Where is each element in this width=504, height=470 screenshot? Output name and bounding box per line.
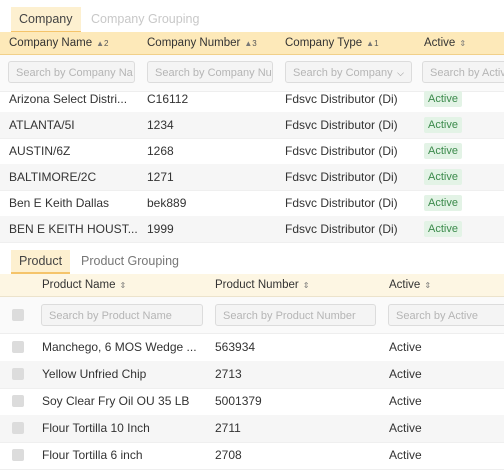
company-type-cell: Fdsvc Distributor (Di) [285, 118, 398, 132]
sort-order-number: 2 [104, 39, 109, 48]
company-number-cell: bek889 [147, 196, 187, 210]
product-table-row[interactable]: Soy Clear Fry Oil OU 35 LB 5001379 Active [0, 388, 504, 416]
col-header-active[interactable]: Active ⇕ [424, 32, 466, 54]
tab-product[interactable]: Product [11, 250, 71, 274]
product-number-cell: 2711 [215, 421, 241, 435]
company-name-cell: ATLANTA/5I [9, 118, 75, 132]
company-table-row[interactable]: ATLANTA/5I 1234 Fdsvc Distributor (Di) Acti… [0, 112, 504, 139]
product-number-search-input[interactable]: Search by Product Number [215, 304, 376, 326]
product-active-cell: Active [389, 421, 422, 435]
company-table-row[interactable]: Ben E Keith Dallas bek889 Fdsvc Distributo… [0, 190, 504, 217]
company-type-cell: Fdsvc Distributor (Di) [285, 196, 398, 210]
company-filter-row: Search by Company Na Search by Company N… [0, 55, 504, 92]
product-table-row[interactable]: Flour Tortilla 10 Inch 2711 Active [0, 415, 504, 443]
company-name-cell: BALTIMORE/2C [9, 170, 97, 184]
tab-product-grouping[interactable]: Product Grouping [81, 254, 179, 268]
company-number-search-input[interactable]: Search by Company Nu [147, 61, 273, 83]
product-name-cell: Soy Clear Fry Oil OU 35 LB [42, 394, 190, 408]
product-number-cell: 563934 [215, 340, 256, 354]
company-name-cell: AUSTIN/6Z [9, 144, 71, 158]
product-active-cell: Active [389, 367, 422, 381]
col-header-label: Company Number [147, 37, 241, 49]
status-badge: Active [424, 143, 462, 159]
col-header-label: Active [389, 279, 421, 291]
product-name-cell: Yellow Unfried Chip [42, 367, 147, 381]
product-number-cell: 2713 [215, 367, 242, 381]
sort-asc-icon: ▲ [96, 39, 105, 48]
sort-order-number: 3 [252, 39, 257, 48]
company-table-row[interactable]: BEN E KEITH HOUST... 1999 Fdsvc Distributo… [0, 216, 504, 243]
company-name-search-input[interactable]: Search by Company Na [8, 61, 135, 83]
col-header-label: Product Name [42, 279, 116, 291]
product-table-header: Product Name ⇕ Product Number ⇕ Active ⇕ [0, 274, 504, 297]
col-header-label: Company Type [285, 37, 363, 49]
product-filter-row: Search by Product Name Search by Product… [0, 297, 504, 334]
col-header-label: Product Number [215, 279, 299, 291]
product-name-cell: Flour Tortilla 10 Inch [42, 421, 150, 435]
company-name-cell: BEN E KEITH HOUST... [9, 222, 138, 236]
tab-company[interactable]: Company [11, 7, 81, 33]
product-table-row[interactable]: Manchego, 6 MOS Wedge ... 563934 Active [0, 334, 504, 362]
company-type-cell: Fdsvc Distributor (Di) [285, 222, 398, 236]
row-checkbox[interactable] [12, 422, 24, 434]
chevron-down-icon: ⌵ [397, 68, 404, 78]
select-placeholder: Search by Company [293, 67, 393, 79]
company-type-cell: Fdsvc Distributor (Di) [285, 170, 398, 184]
company-type-select[interactable]: Search by Company ⌵ [285, 61, 412, 83]
company-number-cell: 1999 [147, 222, 174, 236]
product-table-row[interactable]: Flour Tortilla 6 inch 2708 Active [0, 442, 504, 470]
product-tabbar: Product Product Grouping [0, 250, 504, 275]
product-name-cell: Flour Tortilla 6 inch [42, 448, 143, 462]
product-active-cell: Active [389, 394, 422, 408]
company-number-cell: 1234 [147, 118, 174, 132]
company-number-cell: C16112 [147, 92, 189, 106]
company-table-row[interactable]: AUSTIN/6Z 1268 Fdsvc Distributor (Di) Activ… [0, 138, 504, 165]
status-badge: Active [424, 117, 462, 133]
company-name-cell: Arizona Select Distri... [9, 92, 128, 106]
product-active-search-input[interactable]: Search by Active [388, 304, 504, 326]
company-table-row[interactable]: BALTIMORE/2C 1271 Fdsvc Distributor (Di) Ac… [0, 164, 504, 191]
status-badge: Active [424, 169, 462, 185]
product-name-cell: Manchego, 6 MOS Wedge ... [42, 340, 197, 354]
sort-both-icon: ⇕ [302, 281, 310, 290]
company-table-row[interactable]: Arizona Select Distri... C16112 Fdsvc Dist… [0, 86, 504, 113]
product-name-search-input[interactable]: Search by Product Name [41, 304, 203, 326]
active-search-input[interactable]: Search by Activ [422, 61, 504, 83]
col-header-product-name[interactable]: Product Name ⇕ [42, 274, 126, 296]
col-header-product-number[interactable]: Product Number ⇕ [215, 274, 309, 296]
row-checkbox[interactable] [12, 368, 24, 380]
company-number-cell: 1271 [147, 170, 174, 184]
tab-company-grouping[interactable]: Company Grouping [91, 12, 200, 26]
company-number-cell: 1268 [147, 144, 174, 158]
col-header-company-name[interactable]: Company Name ▲2 [9, 32, 108, 54]
status-badge: Active [424, 91, 462, 107]
company-type-cell: Fdsvc Distributor (Di) [285, 144, 398, 158]
sort-asc-icon: ▲ [366, 39, 375, 48]
product-number-cell: 2708 [215, 448, 242, 462]
col-header-company-type[interactable]: Company Type ▲1 [285, 32, 379, 54]
status-badge: Active [424, 195, 462, 211]
row-checkbox[interactable] [12, 341, 24, 353]
row-checkbox[interactable] [12, 395, 24, 407]
product-active-cell: Active [389, 448, 422, 462]
select-all-checkbox[interactable] [12, 309, 24, 321]
sort-asc-icon: ▲ [244, 39, 253, 48]
company-name-cell: Ben E Keith Dallas [9, 196, 110, 210]
company-table-header: Company Name ▲2 Company Number ▲3 Company … [0, 32, 504, 55]
col-header-label: Company Name [9, 37, 93, 49]
product-active-cell: Active [389, 340, 422, 354]
company-type-cell: Fdsvc Distributor (Di) [285, 92, 398, 106]
product-number-cell: 5001379 [215, 394, 262, 408]
sort-both-icon: ⇕ [119, 281, 127, 290]
col-header-product-active[interactable]: Active ⇕ [389, 274, 431, 296]
product-table-row[interactable]: Yellow Unfried Chip 2713 Active [0, 361, 504, 389]
col-header-label: Active [424, 37, 456, 49]
sort-order-number: 1 [374, 39, 379, 48]
sort-both-icon: ⇕ [459, 39, 467, 48]
col-header-company-number[interactable]: Company Number ▲3 [147, 32, 257, 54]
status-badge: Active [424, 221, 462, 237]
row-checkbox[interactable] [12, 449, 24, 461]
company-tabbar: Company Company Grouping [0, 7, 504, 34]
sort-both-icon: ⇕ [424, 281, 432, 290]
